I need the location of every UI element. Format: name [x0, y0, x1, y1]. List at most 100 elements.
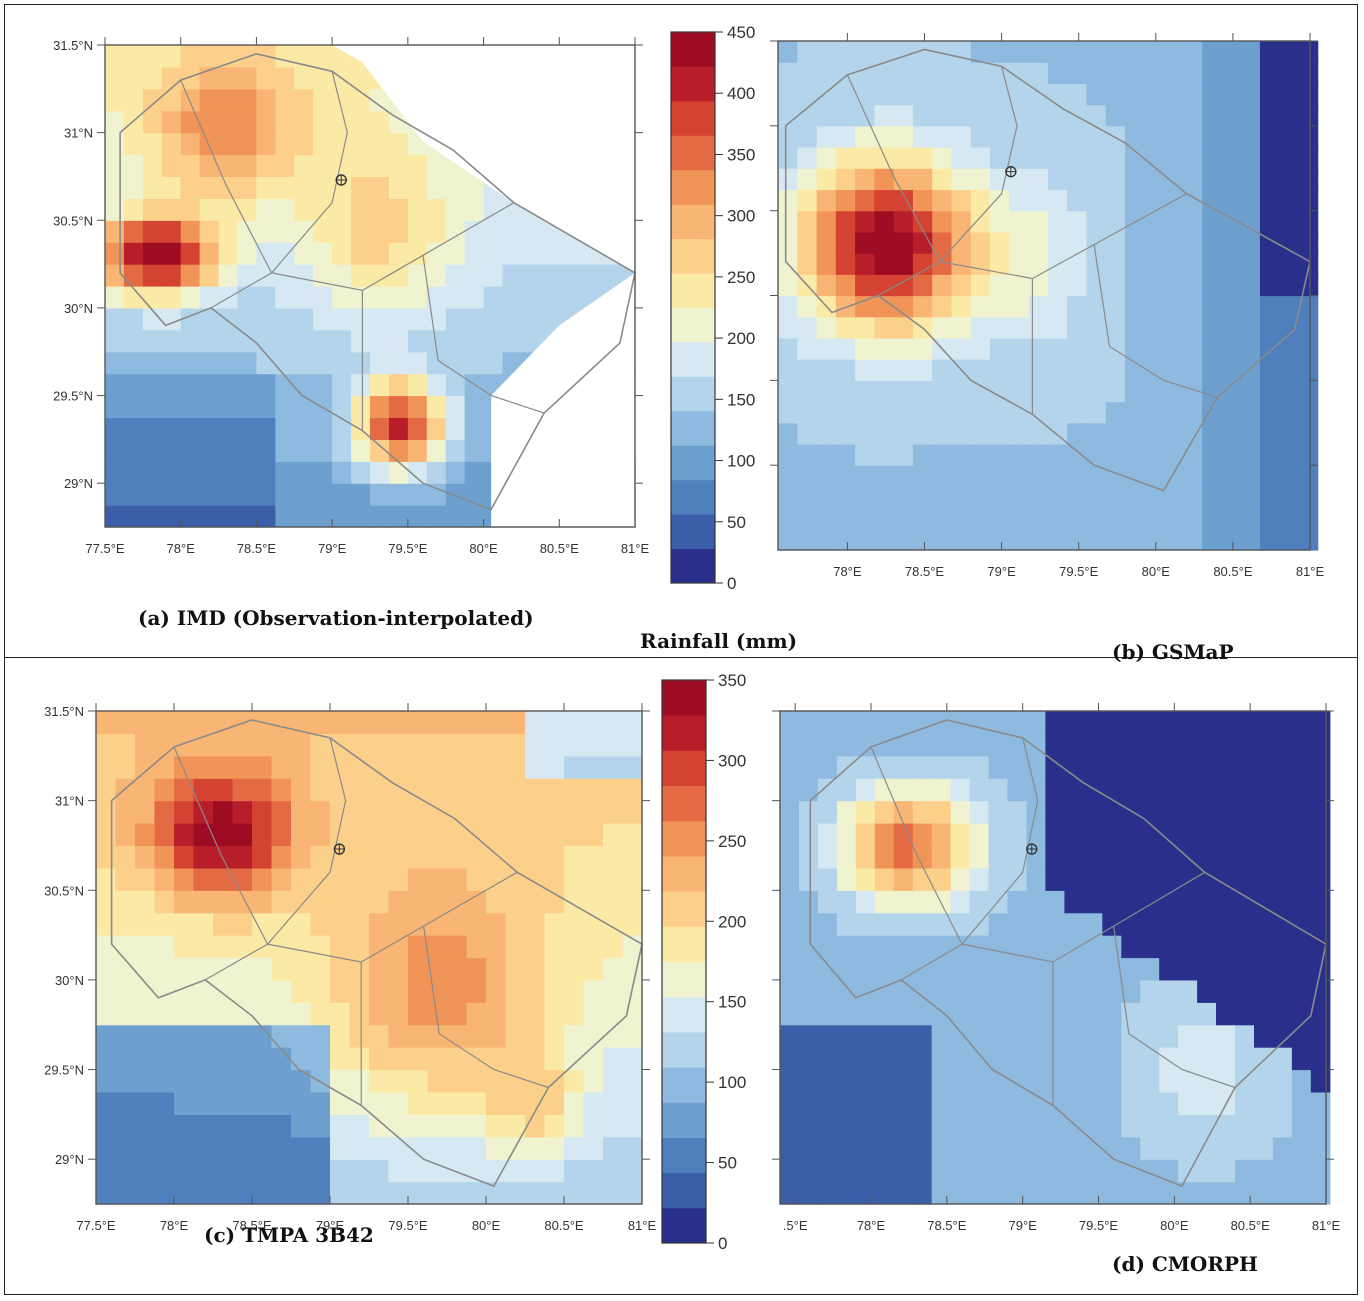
- rainfall-cell: [1009, 359, 1030, 381]
- rainfall-cell: [237, 417, 257, 440]
- rainfall-cell: [447, 979, 468, 1003]
- rainfall-cell: [332, 483, 352, 506]
- rainfall-cell: [816, 486, 837, 509]
- rainfall-cell: [893, 1024, 914, 1048]
- rainfall-cell: [544, 1092, 565, 1115]
- rainfall-cell: [1202, 147, 1222, 169]
- x-tick-label: 79.5°E: [388, 541, 428, 556]
- rainfall-cell: [96, 823, 117, 846]
- rainfall-cell: [855, 125, 875, 148]
- rainfall-cell: [232, 935, 253, 959]
- rainfall-cell: [349, 778, 370, 802]
- y-tick-label: 31.5°N: [44, 704, 84, 719]
- rainfall-cell: [855, 465, 875, 487]
- rainfall-cell: [912, 380, 933, 403]
- rainfall-cell: [780, 711, 800, 734]
- colorbar-tick-label: 450: [727, 23, 755, 42]
- colorbar-tick-label: 350: [727, 145, 755, 164]
- rainfall-cell: [180, 66, 201, 90]
- rainfall-cell: [988, 1181, 1009, 1205]
- map-panel-a: 77.5°E 78°E 78.5°E 79°E 79.5°E 80°E 80.5°E 81°E…: [53, 37, 649, 556]
- rainfall-cell: [237, 483, 257, 506]
- rainfall-cell: [388, 264, 409, 287]
- rainfall-cell: [1163, 125, 1184, 148]
- rainfall-cell: [218, 176, 239, 199]
- rainfall-cell: [1045, 1092, 1065, 1115]
- rainfall-cell: [426, 220, 447, 243]
- rainfall-cell: [990, 316, 1010, 339]
- rainfall-cell: [969, 733, 990, 757]
- rainfall-cell: [1235, 1181, 1255, 1205]
- rainfall-cell: [123, 417, 144, 440]
- rainfall-cell: [180, 176, 201, 199]
- rainfall-cell: [603, 1069, 624, 1093]
- rainfall-cell: [835, 41, 856, 63]
- rainfall-cell: [213, 800, 234, 824]
- rainfall-cell: [1197, 823, 1217, 846]
- rainfall-cell: [135, 778, 156, 802]
- rainfall-cell: [603, 733, 624, 757]
- rainfall-cell: [464, 307, 485, 331]
- rainfall-cell: [294, 395, 314, 418]
- rainfall-cell: [1047, 359, 1068, 381]
- rainfall-cell: [115, 1092, 136, 1115]
- map-frame: [104, 44, 636, 528]
- rainfall-cell: [970, 444, 991, 466]
- rainfall-cell: [932, 507, 953, 530]
- rainfall-cell: [466, 733, 487, 757]
- rainfall-cell: [291, 1002, 312, 1026]
- rainfall-cell: [797, 189, 818, 212]
- rainfall-cell: [271, 1002, 292, 1026]
- rainfall-cell: [951, 189, 972, 212]
- rainfall-cell: [1026, 979, 1047, 1003]
- rainfall-cell: [855, 1024, 876, 1048]
- rainfall-cell: [332, 505, 352, 528]
- rainfall-cell: [951, 337, 972, 360]
- rainfall-cell: [486, 778, 507, 802]
- colorbar-swatch: [671, 341, 715, 377]
- rainfall-cell: [1064, 957, 1084, 981]
- rainfall-cell: [447, 823, 468, 846]
- rainfall-cell: [313, 351, 333, 375]
- rainfall-cell: [218, 417, 239, 440]
- rainfall-cell: [388, 867, 409, 891]
- rainfall-cell: [603, 778, 624, 802]
- rainfall-cell: [193, 1092, 214, 1115]
- rainfall-cell: [174, 1181, 195, 1205]
- colorbar-swatch: [671, 445, 715, 481]
- rainfall-cell: [970, 274, 991, 297]
- rainfall-cell: [142, 132, 163, 156]
- rainfall-cell: [951, 486, 972, 509]
- rainfall-cell: [1182, 104, 1203, 127]
- rainfall-cell: [213, 1136, 234, 1160]
- rainfall-cell: [313, 132, 333, 156]
- y-tick-label: 29°N: [55, 1152, 84, 1167]
- rainfall-cell: [427, 1069, 448, 1093]
- rainfall-cell: [1028, 210, 1049, 233]
- rainfall-cell: [232, 845, 253, 869]
- x-tick-label: 78.5°E: [237, 541, 277, 556]
- rainfall-cell: [313, 242, 333, 265]
- rainfall-cell: [855, 733, 876, 757]
- rainfall-cell: [369, 1136, 390, 1160]
- rainfall-cell: [797, 401, 818, 424]
- x-tick-label: 79.5°E: [1079, 1218, 1119, 1233]
- rainfall-cell: [237, 110, 257, 134]
- rainfall-cell: [951, 125, 972, 148]
- colorbar-swatch: [671, 135, 715, 171]
- rainfall-cell: [1279, 274, 1300, 297]
- rainfall-cell: [969, 935, 990, 959]
- rainfall-cell: [1028, 401, 1049, 424]
- rainfall-cell: [466, 912, 487, 936]
- rainfall-cell: [252, 957, 273, 981]
- rainfall-cell: [951, 210, 972, 233]
- rainfall-cell: [1259, 147, 1280, 169]
- rainfall-cell: [835, 337, 856, 360]
- rainfall-cell: [407, 483, 428, 506]
- rainfall-cell: [427, 935, 448, 959]
- rainfall-cell: [1197, 845, 1217, 869]
- rainfall-cell: [912, 41, 933, 63]
- rainfall-cell: [564, 867, 585, 891]
- rainfall-cell: [855, 823, 876, 846]
- rainfall-cell: [1279, 359, 1300, 381]
